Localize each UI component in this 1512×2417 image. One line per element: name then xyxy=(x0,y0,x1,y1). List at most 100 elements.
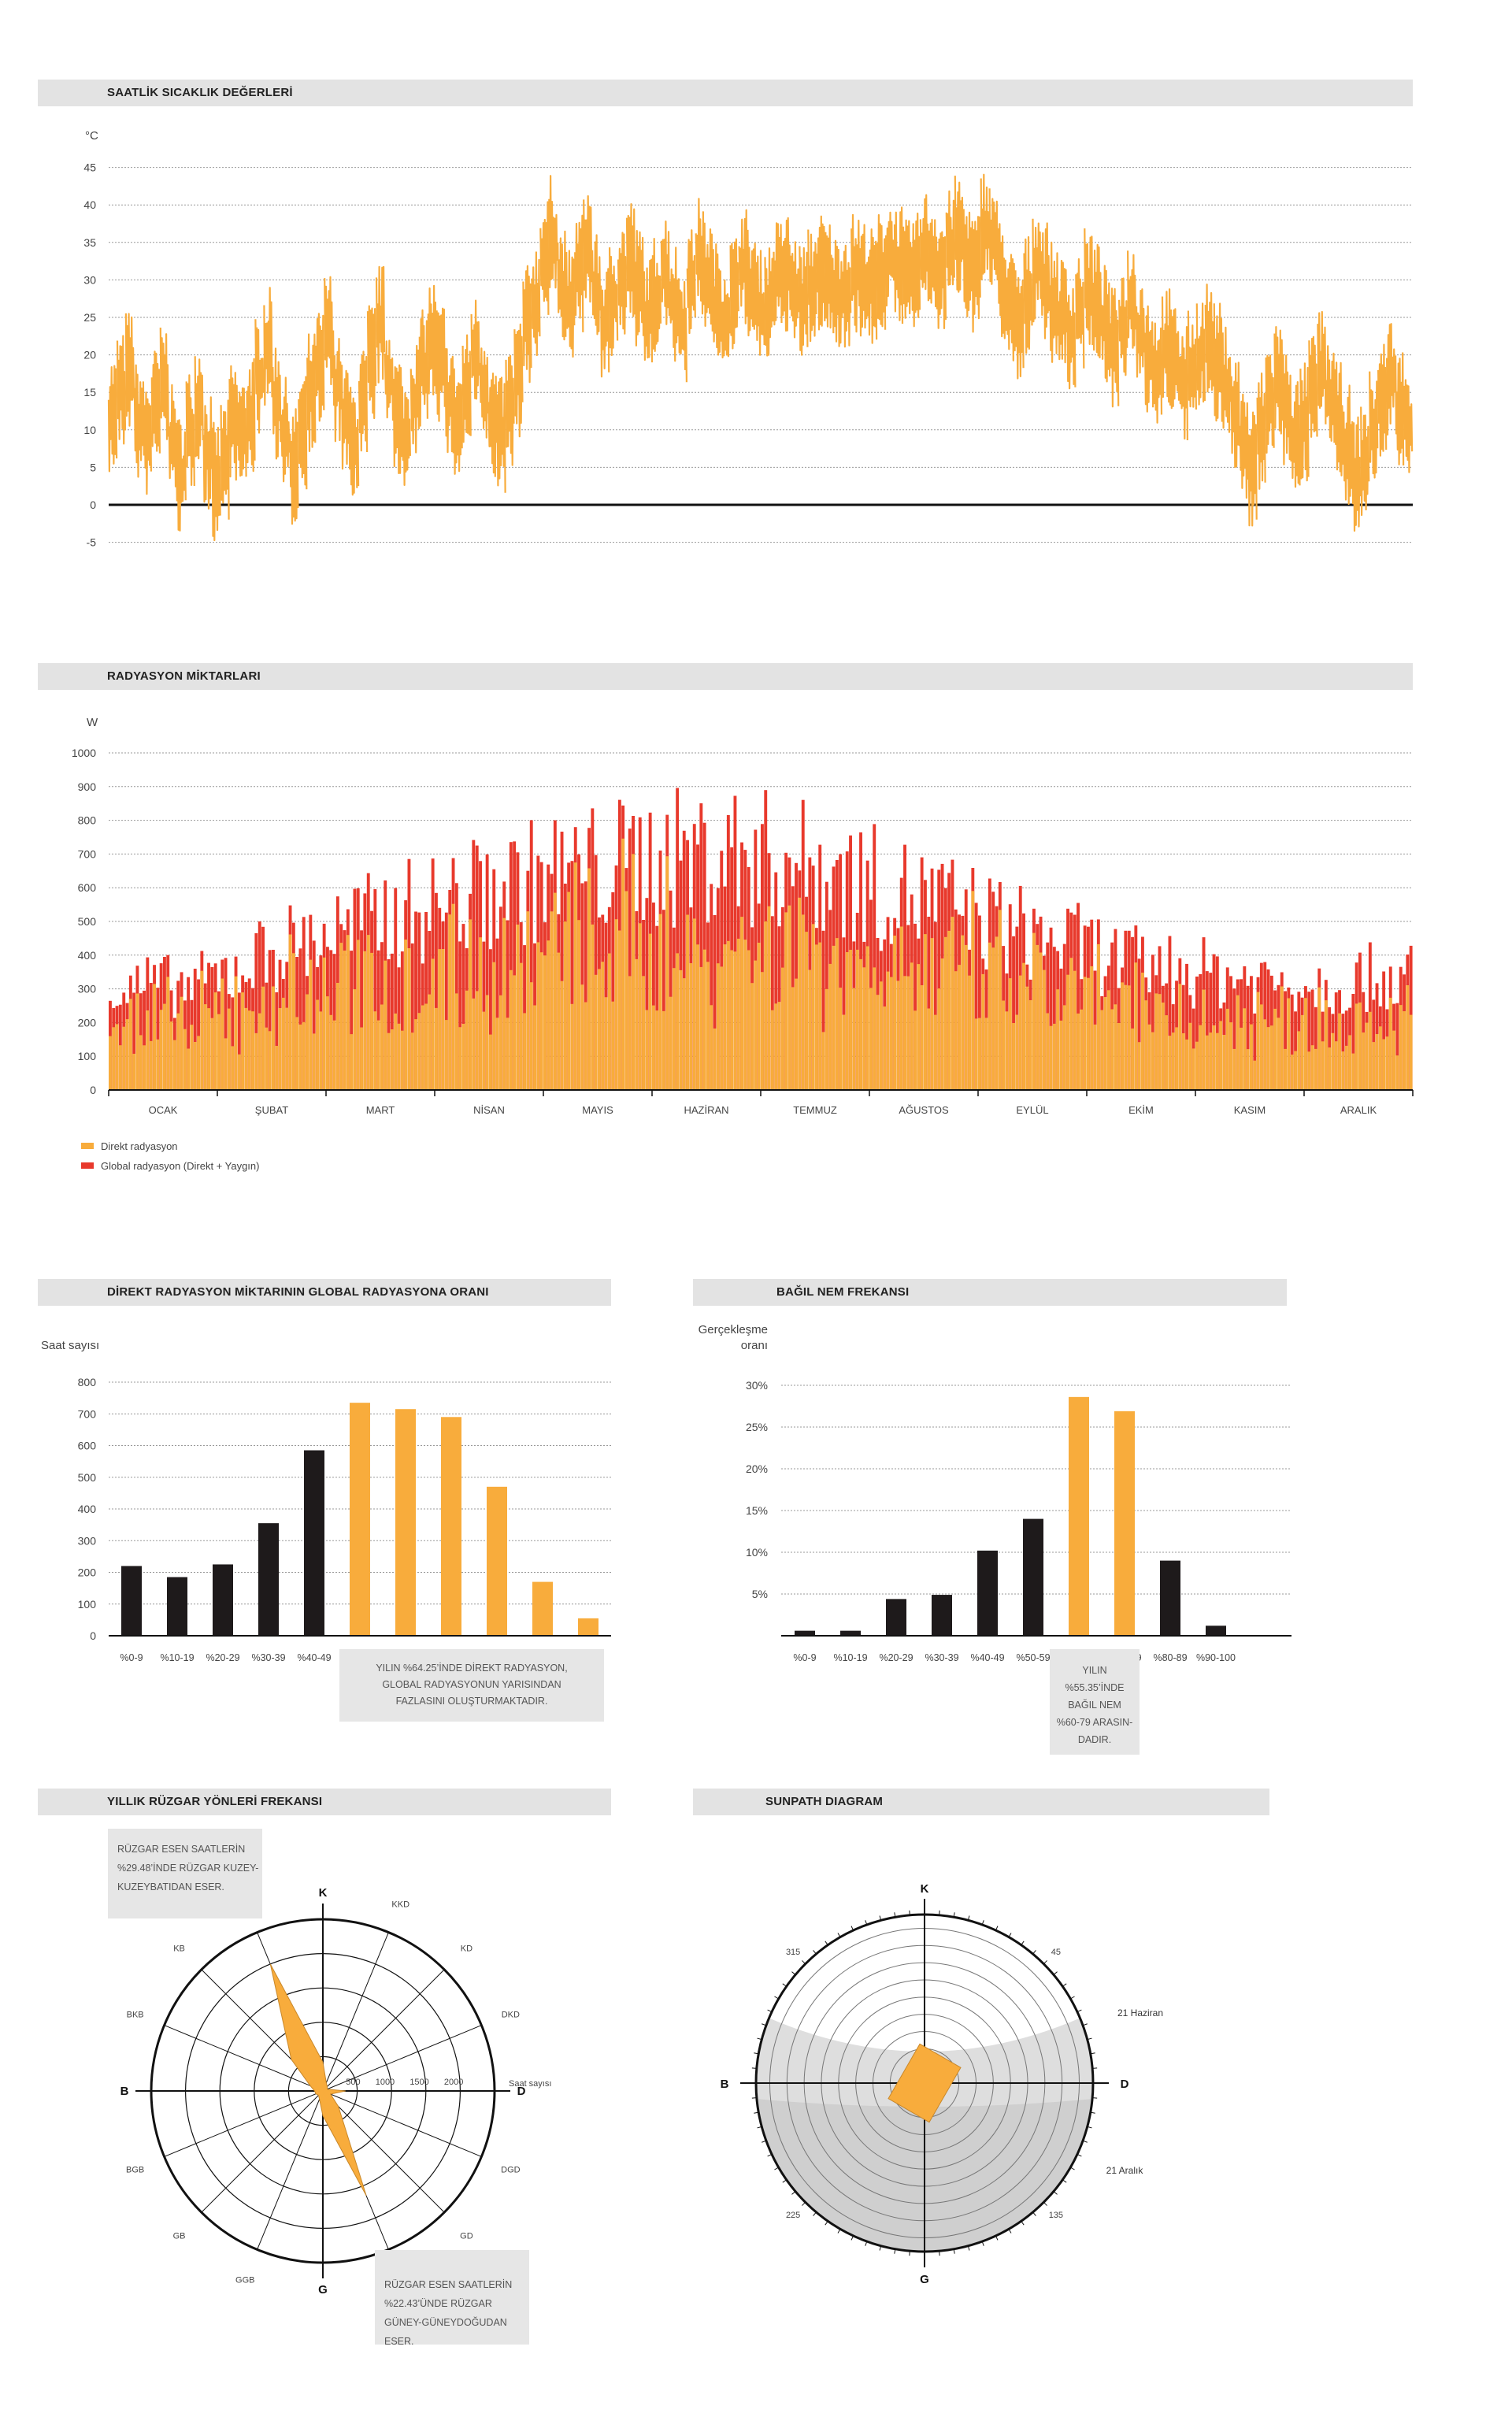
direct-radiation-bar xyxy=(1290,1055,1294,1090)
direct-radiation-bar xyxy=(584,1002,587,1090)
global-radiation-bar xyxy=(974,903,978,1090)
direct-radiation-bar xyxy=(560,981,564,1090)
direct-radiation-bar xyxy=(1338,1013,1341,1090)
sun-rim-tick xyxy=(1070,1996,1075,2000)
temp-line-segment xyxy=(1403,379,1414,473)
direct-radiation-bar xyxy=(384,960,387,1090)
direct-radiation-bar xyxy=(1147,1024,1151,1090)
direct-radiation-bar xyxy=(143,1045,146,1090)
direct-radiation-bar xyxy=(458,1027,462,1090)
temp-y-tick: 15 xyxy=(83,386,96,399)
temp-line-segment xyxy=(910,212,921,328)
temp-y-tick: 10 xyxy=(83,424,96,436)
direct-radiation-bar xyxy=(526,911,530,1090)
global-radiation-bar xyxy=(485,854,489,1090)
direct-radiation-bar xyxy=(1229,1022,1232,1090)
wind-header-title: YILLIK RÜZGAR YÖNLERİ FREKANSI xyxy=(107,1795,323,1808)
temp-line-segment xyxy=(1395,352,1405,466)
global-radiation-bar xyxy=(187,977,191,1090)
direct-radiation-bar xyxy=(632,854,635,1090)
sun-rim-tick xyxy=(813,1950,817,1955)
direct-radiation-bar xyxy=(343,951,346,1090)
direct-radiation-bar xyxy=(780,967,784,1090)
temp-line-segment xyxy=(401,386,411,486)
sun-rim-tick xyxy=(1032,1950,1036,1955)
temp-line-segment xyxy=(997,223,1007,339)
sun-rim-tick xyxy=(751,2067,757,2069)
temp-line-segment xyxy=(246,358,256,473)
direct-radiation-bar xyxy=(309,959,313,1090)
wind-axis-label: Saat sayısı xyxy=(509,2079,551,2089)
direct-radiation-bar xyxy=(642,976,645,1090)
temp-line-segment xyxy=(686,229,696,335)
rad-month-label: MART xyxy=(366,1104,395,1116)
direct-radiation-bar xyxy=(849,950,852,1090)
direct-radiation-bar xyxy=(475,991,479,1090)
temp-line-segment xyxy=(116,335,127,445)
hum-bar xyxy=(1114,1411,1135,1636)
temp-line-segment xyxy=(609,247,619,357)
direct-radiation-bar xyxy=(716,963,720,1090)
direct-radiation-bar xyxy=(533,1005,536,1090)
direct-radiation-bar xyxy=(798,897,802,1090)
global-radiation-bar xyxy=(770,916,774,1090)
direct-radiation-bar xyxy=(1212,1025,1216,1090)
wind-direction-label: KKD xyxy=(391,1900,410,1910)
direct-radiation-bar xyxy=(547,940,550,1090)
direct-radiation-bar xyxy=(598,969,601,1090)
sun-rim-tick xyxy=(850,2235,854,2241)
direct-radiation-bar xyxy=(1199,1025,1203,1090)
temp-line-segment xyxy=(539,201,550,315)
direct-radiation-bar xyxy=(1005,1011,1009,1090)
rad-y-tick: 300 xyxy=(78,983,97,995)
sun-azimuth-label: 45 xyxy=(1051,1948,1061,1957)
global-radiation-bar xyxy=(927,917,931,1090)
temp-line-segment xyxy=(228,365,239,481)
ratio-bar xyxy=(213,1564,233,1636)
sun-rim-tick xyxy=(774,2167,779,2170)
direct-radiation-bar xyxy=(1165,1015,1169,1090)
temp-line-segment xyxy=(669,247,679,362)
direct-radiation-bar xyxy=(469,919,472,1090)
global-radiation-bar xyxy=(584,881,587,1090)
global-radiation-bar xyxy=(1215,956,1219,1090)
direct-radiation-bar xyxy=(761,972,764,1090)
ratio-bar xyxy=(487,1486,507,1636)
direct-radiation-bar xyxy=(428,994,432,1090)
direct-radiation-bar xyxy=(454,993,458,1090)
sun-azimuth-label: 225 xyxy=(786,2211,800,2220)
sun-rim-tick xyxy=(1043,1960,1047,1965)
direct-radiation-bar xyxy=(139,1035,143,1090)
global-radiation-bar xyxy=(710,884,713,1090)
temp-line-segment xyxy=(418,309,428,427)
rad-y-tick: 800 xyxy=(78,814,97,827)
temp-line-segment xyxy=(1075,258,1085,369)
wind-direction-label: DKD xyxy=(502,2010,520,2019)
hum-bar xyxy=(795,1630,815,1636)
temp-line-segment xyxy=(194,356,204,460)
direct-radiation-bar xyxy=(397,1023,401,1090)
temp-line-segment xyxy=(444,348,454,454)
ratio-x-tick: %10-19 xyxy=(160,1652,194,1663)
global-radiation-bar xyxy=(842,937,846,1090)
legend-label-global: Global radyasyon (Direkt + Yaygın) xyxy=(101,1160,259,1172)
direct-radiation-bar xyxy=(444,1020,448,1090)
rad-month-label: EKİM xyxy=(1128,1104,1154,1116)
direct-radiation-bar xyxy=(431,958,435,1090)
direct-radiation-bar xyxy=(777,1002,781,1090)
temp-line-segment xyxy=(124,313,135,427)
direct-radiation-bar xyxy=(281,997,285,1090)
global-radiation-bar xyxy=(254,932,258,1090)
direct-radiation-bar xyxy=(611,1001,615,1090)
direct-radiation-bar xyxy=(529,982,533,1090)
sun-rim-tick xyxy=(825,2221,828,2226)
direct-radiation-bar xyxy=(516,925,520,1090)
direct-radiation-bar xyxy=(672,968,676,1090)
temp-line-segment xyxy=(703,222,713,332)
temp-line-segment xyxy=(150,350,161,454)
ratio-y-tick: 400 xyxy=(78,1503,97,1515)
direct-radiation-bar xyxy=(1344,1045,1348,1090)
temp-line-segment xyxy=(962,209,973,317)
sun-rim-tick xyxy=(782,2179,787,2183)
rad-month-label: ARALIK xyxy=(1340,1104,1377,1116)
